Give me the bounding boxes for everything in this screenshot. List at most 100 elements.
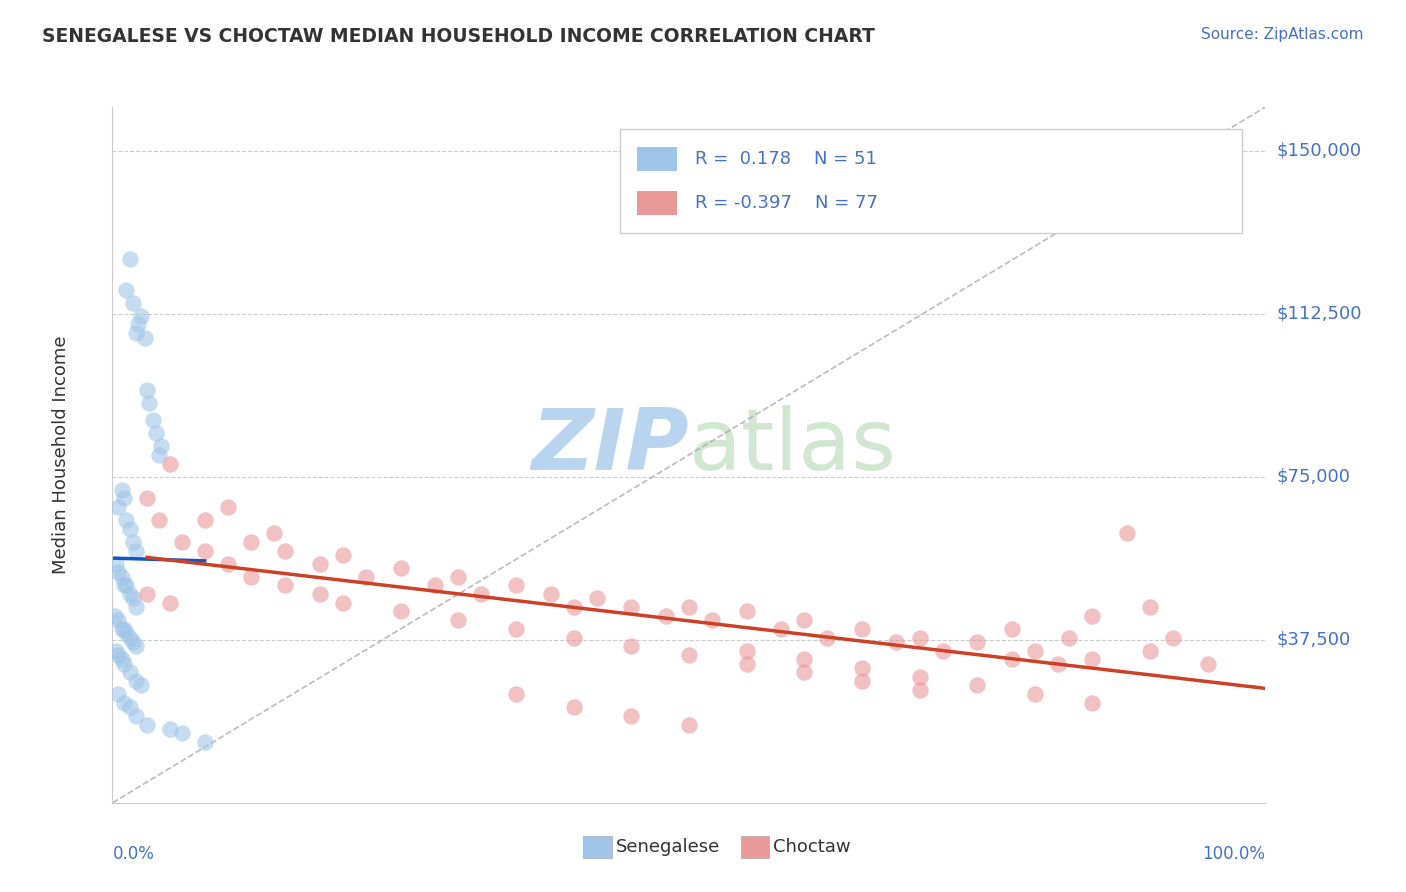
Point [966,678,988,692]
Point [122,635,145,649]
Point [735,643,758,657]
Point [1059,631,1081,645]
Point [425,578,447,592]
Text: Choctaw: Choctaw [773,838,851,856]
Point [908,631,931,645]
Point [505,687,527,701]
Point [107,687,129,701]
Point [124,326,146,341]
Point [620,600,643,615]
Point [239,535,262,549]
Point [104,643,127,657]
Text: R = -0.397    N = 77: R = -0.397 N = 77 [695,194,877,211]
Point [389,605,412,619]
Point [194,513,217,527]
Point [118,700,141,714]
Point [793,652,815,666]
Point [118,252,141,267]
Point [1024,643,1046,657]
Point [274,578,297,592]
Point [107,500,129,514]
Point [700,613,723,627]
Point [111,652,134,666]
Point [124,639,146,653]
Point [112,491,135,506]
FancyBboxPatch shape [620,128,1243,233]
Point [1081,608,1104,623]
Point [505,622,527,636]
Point [124,600,146,615]
Point [148,513,170,527]
Point [122,295,145,310]
Point [851,674,873,689]
Point [239,570,262,584]
Point [1139,643,1161,657]
Point [540,587,562,601]
Text: Source: ZipAtlas.com: Source: ZipAtlas.com [1201,27,1364,42]
Point [104,557,127,571]
Point [112,578,135,592]
Point [620,639,643,653]
Point [115,283,138,297]
Bar [637,191,678,215]
Text: 0.0%: 0.0% [112,845,155,863]
Point [122,535,145,549]
Point [159,596,181,610]
Point [112,622,135,636]
Point [149,439,172,453]
Point [505,578,527,592]
Point [1081,652,1104,666]
Point [1116,526,1139,541]
Point [851,622,873,636]
Text: ZIP: ZIP [531,405,689,488]
Point [309,587,332,601]
Point [129,309,153,323]
Point [1001,622,1024,636]
Point [136,491,159,506]
Text: $112,500: $112,500 [1277,304,1362,323]
Point [678,648,700,662]
Point [170,726,193,740]
Point [678,717,700,731]
Point [129,678,153,692]
Point [111,570,134,584]
Point [815,631,838,645]
Point [770,622,793,636]
Point [678,600,700,615]
Point [1024,687,1046,701]
Point [1197,657,1219,671]
Point [585,591,607,606]
Point [931,643,953,657]
Point [1001,652,1024,666]
Point [735,657,758,671]
Point [332,596,354,610]
Point [159,722,181,736]
Point [159,457,181,471]
Point [908,670,931,684]
Point [136,717,159,731]
Point [111,622,134,636]
Point [194,735,217,749]
Point [118,522,141,536]
Point [217,500,239,514]
Point [309,557,332,571]
Point [118,631,141,645]
Point [620,708,643,723]
Point [136,383,159,397]
Text: $37,500: $37,500 [1277,631,1351,648]
Text: $75,000: $75,000 [1277,467,1351,485]
Point [170,535,193,549]
Point [124,543,146,558]
Point [886,635,908,649]
Point [111,483,134,497]
Text: SENEGALESE VS CHOCTAW MEDIAN HOUSEHOLD INCOME CORRELATION CHART: SENEGALESE VS CHOCTAW MEDIAN HOUSEHOLD I… [42,27,875,45]
Point [134,330,156,344]
Text: $150,000: $150,000 [1277,142,1361,160]
Point [122,591,145,606]
Point [136,587,159,601]
Point [138,396,160,410]
Point [562,631,585,645]
Point [447,570,470,584]
Point [263,526,285,541]
Point [1046,657,1069,671]
